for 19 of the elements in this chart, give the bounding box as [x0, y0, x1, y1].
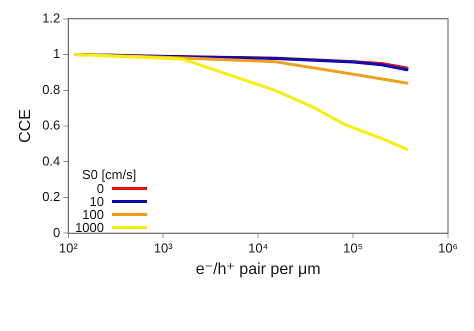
legend-label: 0	[96, 181, 104, 196]
y-tick-label: 0.2	[42, 189, 60, 204]
y-tick-label: 0.4	[42, 153, 60, 168]
x-axis-title: e⁻/h⁺ pair per μm	[196, 260, 321, 278]
y-tick-label: 1	[53, 46, 60, 62]
y-tick-label: 0	[53, 224, 60, 240]
y-tick-label: 1.2	[42, 10, 60, 26]
x-tick-label: 10⁵	[343, 240, 363, 256]
x-tick-label: 10⁴	[248, 240, 268, 256]
x-tick-label: 10²	[58, 240, 78, 256]
x-tick-label: 10⁶	[438, 240, 458, 256]
legend-label: 10	[88, 194, 104, 209]
y-axis-title: CCE	[17, 109, 34, 143]
y-tick-label: 0.6	[42, 118, 60, 133]
legend-label: 100	[81, 207, 104, 222]
x-tick-label: 10³	[154, 240, 174, 256]
legend-label: 1000	[74, 220, 104, 235]
y-tick-label: 0.8	[42, 82, 60, 97]
legend-title: S0 [cm/s]	[81, 167, 138, 182]
